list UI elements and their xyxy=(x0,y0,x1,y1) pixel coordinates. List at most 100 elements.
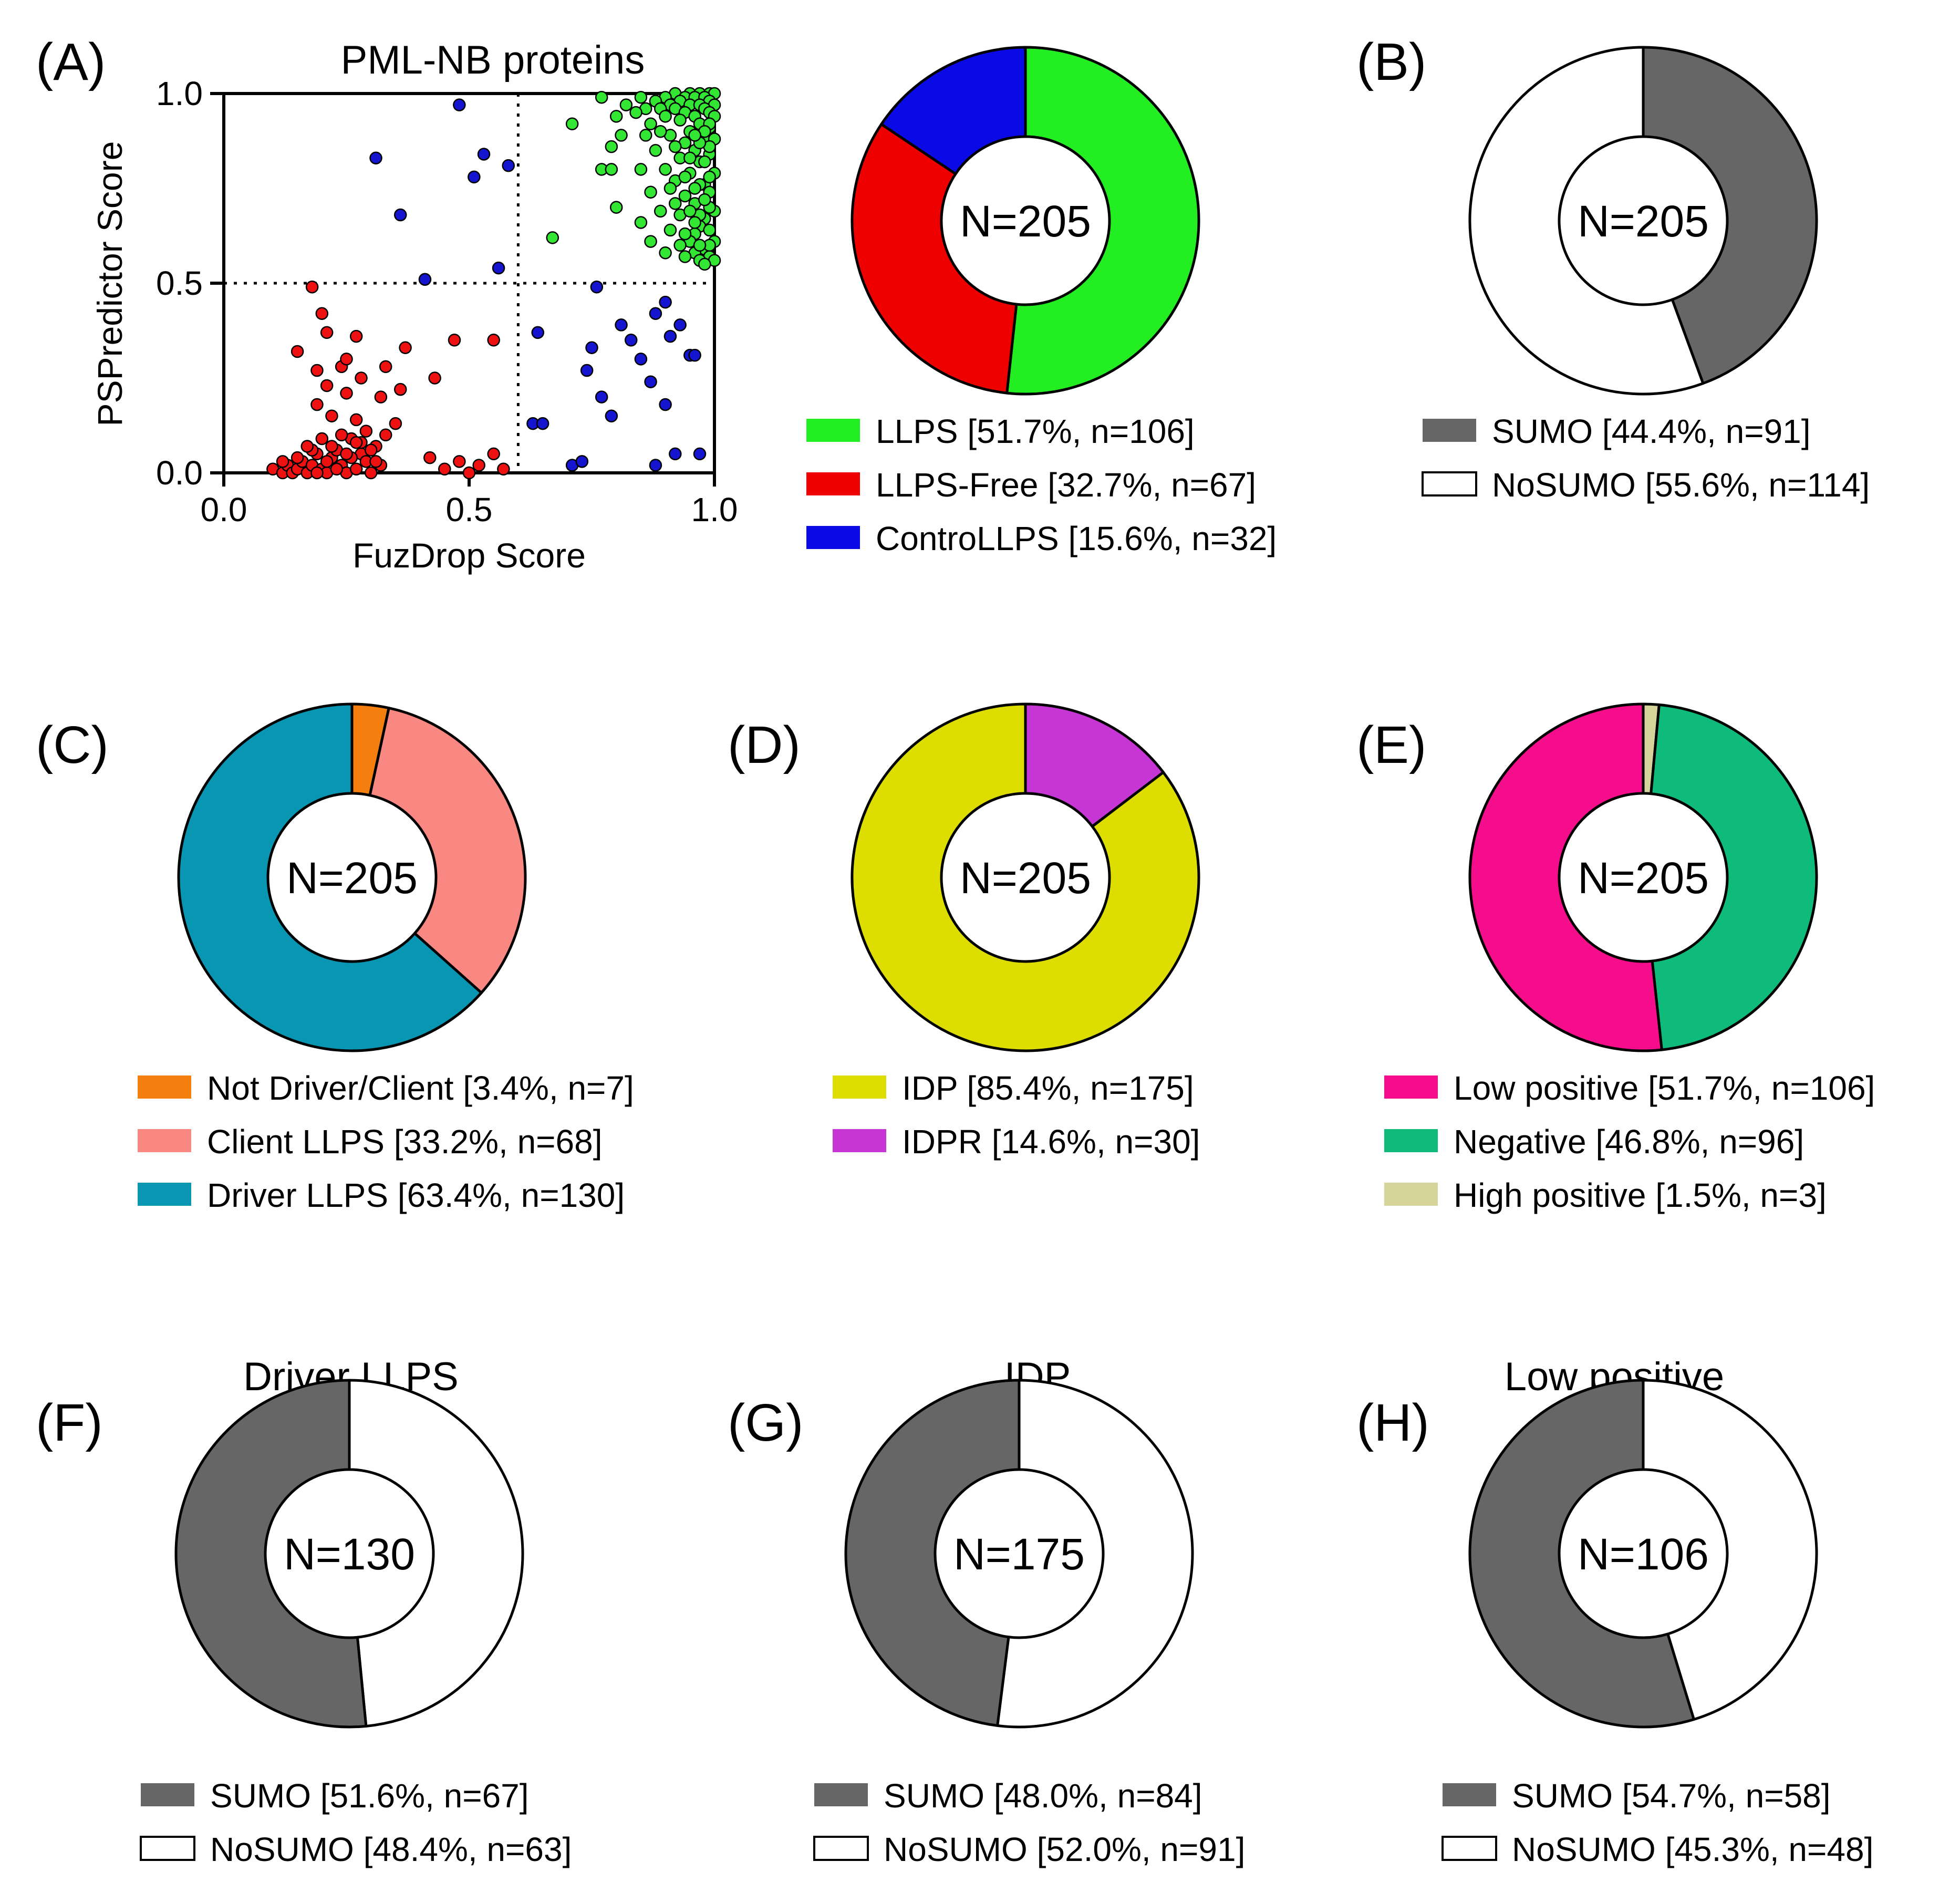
point-controllps xyxy=(634,353,648,366)
point-llps-free xyxy=(364,466,378,480)
point-llps xyxy=(683,151,697,164)
point-llps-free xyxy=(355,371,368,385)
legend-swatch-low-positive xyxy=(1384,1075,1438,1099)
slice-sumo xyxy=(1642,46,1818,385)
x-tick-label: 1.0 xyxy=(691,491,738,529)
point-llps xyxy=(659,163,672,176)
panel-label-g: (G) xyxy=(728,1393,803,1452)
point-llps xyxy=(595,90,608,104)
legend-swatch-sumo xyxy=(1423,419,1476,442)
legend-swatch-not-driver-client xyxy=(138,1075,191,1099)
center-label: N=205 xyxy=(960,853,1091,903)
legend-swatch-llps xyxy=(806,419,860,442)
point-llps xyxy=(634,90,648,104)
point-llps xyxy=(669,140,682,153)
legend-label-low-positive: Low positive [51.7%, n=106] xyxy=(1454,1069,1875,1107)
point-llps-free xyxy=(315,432,329,446)
point-controllps xyxy=(605,409,618,422)
point-controllps xyxy=(649,459,662,472)
point-controllps xyxy=(502,159,515,172)
point-llps xyxy=(698,155,711,169)
point-llps-free xyxy=(389,417,402,430)
legend-swatch-llps-free xyxy=(806,472,860,495)
legend-swatch-nosumo xyxy=(813,1836,869,1861)
point-controllps xyxy=(477,148,491,161)
panel-label-a: (A) xyxy=(36,33,106,91)
point-llps-free xyxy=(320,379,334,392)
point-llps-free xyxy=(359,425,373,438)
point-llps xyxy=(683,204,697,218)
legend-label-idpr: IDPR [14.6%, n=30] xyxy=(902,1123,1200,1161)
point-controllps xyxy=(580,364,594,377)
slice-nosumo xyxy=(348,1379,524,1728)
slice-client-llps xyxy=(368,707,527,995)
slice-idp xyxy=(851,702,1200,1052)
x-axis-label: FuzDrop Score xyxy=(352,536,586,575)
point-llps xyxy=(678,189,692,203)
legend-swatch-sumo xyxy=(141,1783,194,1806)
point-llps-free xyxy=(349,462,363,476)
legend-label-nosumo: NoSUMO [55.6%, n=114] xyxy=(1492,466,1870,504)
donut-panel-a: N=205 LLPS [51.7%, n=106] LLPS-Free [32.7%… xyxy=(806,46,1277,557)
legend-label-llps: LLPS [51.7%, n=106] xyxy=(876,412,1195,450)
legend-swatch-sumo xyxy=(1443,1783,1496,1806)
point-llps xyxy=(634,163,648,176)
point-controllps xyxy=(590,280,604,294)
y-axis-label: PSPredictor Score xyxy=(90,141,129,427)
legend-label-nosumo: NoSUMO [45.3%, n=48] xyxy=(1512,1830,1873,1868)
slice-low-positive xyxy=(1468,702,1663,1052)
legend-swatch-client-llps xyxy=(138,1129,191,1152)
point-llps-free xyxy=(349,413,363,427)
donut-panel-c: (C) N=205 Not Driver/Client [3.4%, n=7] Cli… xyxy=(36,702,634,1214)
point-llps-free xyxy=(320,455,334,468)
point-llps-free xyxy=(462,466,476,480)
panel-label-b: (B) xyxy=(1356,33,1426,91)
point-llps-free xyxy=(276,455,289,468)
point-llps xyxy=(703,170,716,184)
point-llps xyxy=(605,140,618,153)
slice-sumo xyxy=(1468,1379,1695,1729)
panel-label-d: (D) xyxy=(728,716,801,774)
point-llps-free xyxy=(448,334,461,347)
scatter-plot: (A) PML-NB proteins 0.0 0.5 1.0 0.0 0.5 1.0 F… xyxy=(36,33,738,575)
point-llps-free xyxy=(497,462,510,476)
point-controllps xyxy=(585,341,598,354)
x-tick-label: 0.0 xyxy=(201,491,247,529)
legend-swatch-driver-llps xyxy=(138,1183,191,1206)
legend-label-sumo: SUMO [54.7%, n=58] xyxy=(1512,1777,1831,1815)
center-label: N=175 xyxy=(953,1529,1085,1579)
center-label: N=106 xyxy=(1578,1529,1709,1579)
legend-label-not-driver-client: Not Driver/Client [3.4%, n=7] xyxy=(207,1069,634,1107)
point-llps xyxy=(693,239,707,252)
donut-panel-b: (B) N=205 SUMO [44.4%, n=91] NoSUMO [55.6%,… xyxy=(1356,33,1870,504)
point-llps xyxy=(654,125,667,138)
point-llps xyxy=(619,98,633,111)
legend-swatch-sumo xyxy=(814,1783,868,1806)
point-controllps xyxy=(369,151,382,164)
point-llps xyxy=(678,227,692,241)
legend-swatch-negative xyxy=(1384,1129,1438,1152)
center-label: N=205 xyxy=(960,196,1091,246)
point-llps xyxy=(698,193,711,206)
legend-swatch-high-positive xyxy=(1384,1183,1438,1206)
point-llps xyxy=(644,235,657,248)
legend-label-nosumo: NoSUMO [48.4%, n=63] xyxy=(210,1830,572,1868)
point-llps-free xyxy=(423,451,437,464)
point-llps xyxy=(546,231,559,244)
point-controllps xyxy=(531,326,545,339)
point-controllps xyxy=(649,307,662,320)
point-llps-free xyxy=(330,462,344,476)
point-llps-free xyxy=(310,398,324,411)
legend-swatch-controllps xyxy=(806,526,860,549)
point-controllps xyxy=(659,398,672,411)
legend-label-driver-llps: Driver LLPS [63.4%, n=130] xyxy=(207,1176,625,1214)
point-llps xyxy=(703,223,716,237)
point-llps xyxy=(644,117,657,131)
point-controllps xyxy=(453,98,466,111)
point-llps xyxy=(678,170,692,184)
point-llps xyxy=(629,106,642,119)
center-label: N=205 xyxy=(1578,853,1709,903)
point-llps xyxy=(698,257,711,271)
